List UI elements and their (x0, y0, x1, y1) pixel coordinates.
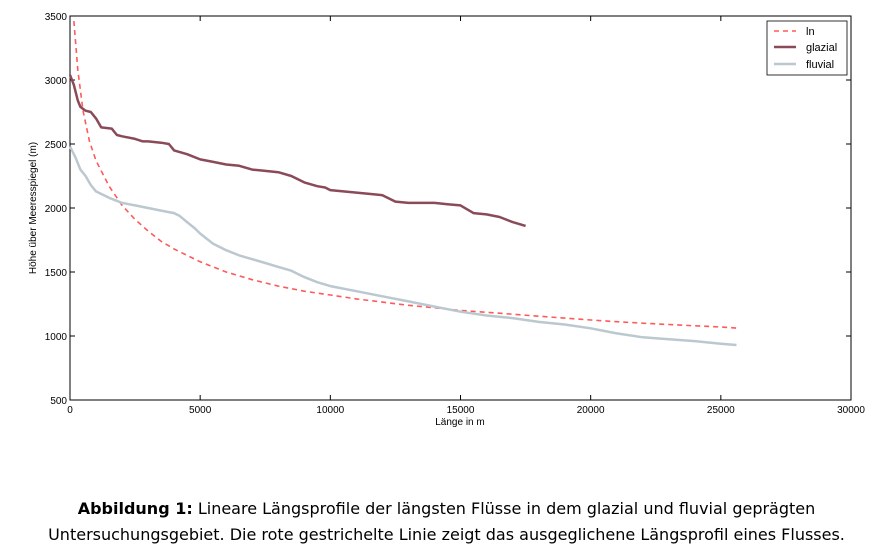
legend-label-ln: ln (806, 26, 815, 38)
caption-text: Lineare Längsprofile der längsten Flüsse… (48, 499, 845, 544)
figure-caption: Abbildung 1: Lineare Längsprofile der lä… (0, 496, 893, 548)
y-tick-label: 3500 (45, 12, 68, 23)
y-tick-label: 1500 (45, 268, 68, 279)
y-tick-label: 3000 (45, 76, 68, 87)
legend: ln glazial fluvial (766, 20, 848, 76)
y-tick-label: 500 (50, 396, 67, 407)
legend-label-glazial: glazial (806, 42, 837, 54)
y-axis-title: Höhe über Meeresspiegel (m) (28, 142, 39, 274)
x-tick-label: 10000 (316, 405, 344, 416)
series-lines (68, 21, 737, 347)
line-chart: 0 5000 10000 15000 20000 25000 30000 500 1000 150… (28, 12, 866, 428)
series-line-fluvial (68, 146, 737, 347)
x-tick-label: 15000 (447, 405, 475, 416)
axis-ticks: 0 5000 10000 15000 20000 25000 30000 500 1000 150… (45, 12, 866, 416)
caption-label: Abbildung 1: (77, 499, 193, 518)
series-line-glazial (68, 74, 526, 228)
series-line-ln (73, 21, 737, 329)
x-tick-label: 20000 (577, 405, 605, 416)
x-tick-label: 5000 (189, 405, 212, 416)
x-tick-label: 25000 (707, 405, 735, 416)
x-axis-title: Länge in m (435, 417, 484, 428)
x-tick-label: 0 (67, 405, 73, 416)
x-tick-label: 30000 (837, 405, 865, 416)
y-tick-label: 2000 (45, 204, 68, 215)
plot-frame (69, 15, 852, 401)
y-tick-label: 2500 (45, 140, 68, 151)
legend-label-fluvial: fluvial (806, 59, 834, 71)
y-tick-label: 1000 (45, 332, 68, 343)
